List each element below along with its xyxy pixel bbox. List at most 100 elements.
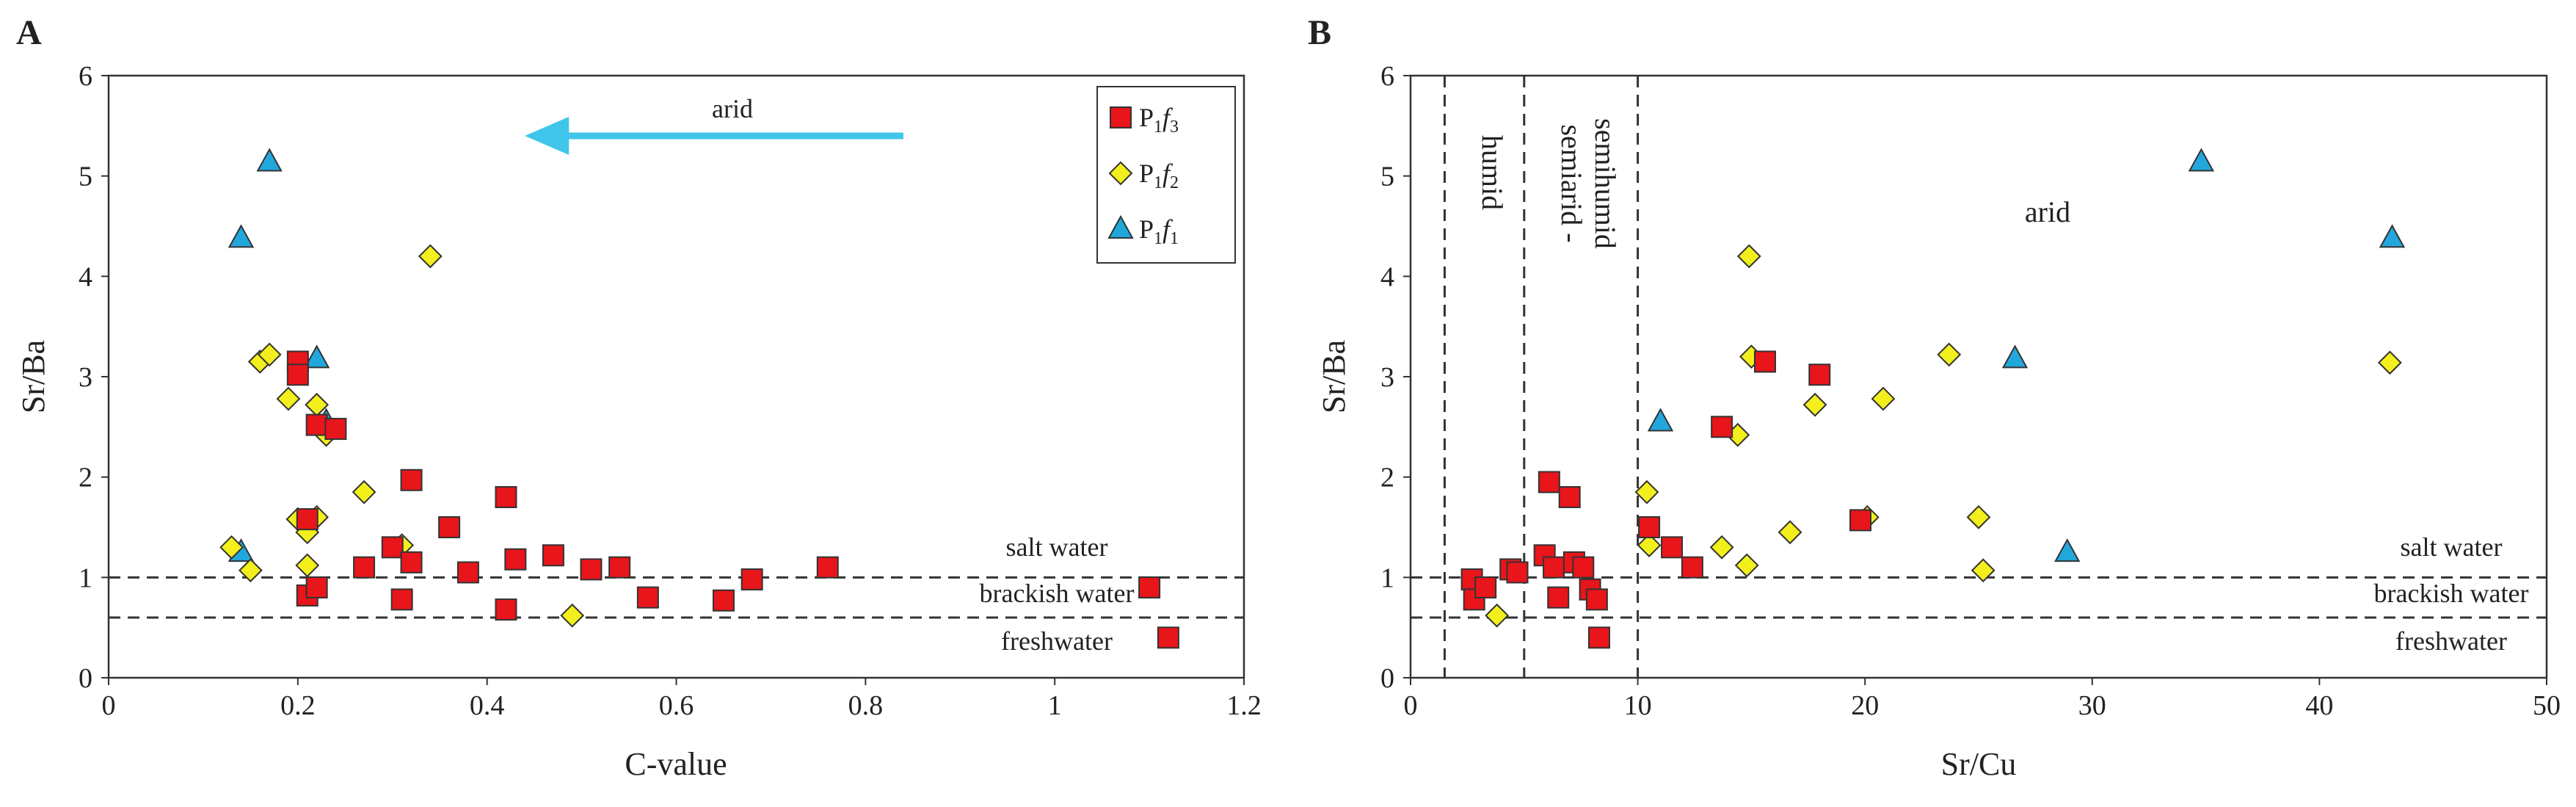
- point-p1f2: [1485, 603, 1510, 628]
- point-p1f1: [256, 148, 283, 172]
- y-tick-label: 3: [79, 362, 92, 393]
- x-tick-label: 30: [2078, 690, 2106, 721]
- panel-b-brackish-water-label: brackish water: [2374, 579, 2529, 608]
- y-tick-label: 0: [1380, 663, 1394, 694]
- point-p1f2: [1709, 535, 1734, 560]
- x-tick-label: 0: [1404, 690, 1418, 721]
- point-p1f3: [305, 576, 328, 598]
- point-p1f3: [1138, 576, 1161, 598]
- panel-b-threshold-lines: [1411, 576, 2547, 619]
- point-p1f3: [1547, 586, 1570, 609]
- y-tick-label: 1: [1380, 562, 1394, 593]
- point-p1f3: [504, 548, 527, 571]
- point-p1f3: [286, 363, 309, 386]
- point-p1f3: [1543, 556, 1565, 579]
- y-tick-label: 2: [79, 463, 92, 493]
- point-p1f3: [1506, 561, 1529, 584]
- panel-b-y-ticks: 0 1 2 3 4 5 6: [1380, 61, 1411, 694]
- point-p1f3: [1638, 516, 1661, 538]
- point-p1f3: [400, 468, 423, 491]
- point-p1f3: [400, 551, 423, 573]
- panel-a-y-ticks: 0 1 2 3 4 5 6: [79, 61, 109, 694]
- point-p1f1: [2054, 538, 2081, 562]
- point-p1f3: [1661, 536, 1684, 559]
- point-p1f2: [219, 535, 244, 560]
- point-p1f3: [1808, 363, 1831, 386]
- point-p1f1: [2001, 344, 2029, 369]
- panel-b-y-axis-title: Sr/Ba: [1316, 340, 1352, 413]
- point-p1f3: [1587, 626, 1610, 649]
- point-p1f3: [1849, 509, 1872, 532]
- point-p1f3: [324, 418, 347, 441]
- point-p1f3: [741, 568, 763, 591]
- point-p1f2: [1734, 553, 1759, 578]
- x-tick-label: 0.8: [848, 690, 884, 721]
- point-p1f3: [1585, 588, 1608, 611]
- point-p1f3: [495, 598, 517, 621]
- point-p1f3: [1538, 471, 1560, 493]
- point-p1f3: [542, 544, 564, 567]
- point-p1f2: [1871, 386, 1896, 411]
- x-tick-label: 10: [1624, 690, 1652, 721]
- point-p1f3: [305, 413, 328, 436]
- point-p1f3: [580, 558, 603, 581]
- point-p1f2: [560, 603, 585, 628]
- panel-a-threshold-lines: [109, 576, 1244, 619]
- point-p1f2: [1634, 480, 1659, 504]
- legend-p1f3-label: P1f3: [1139, 103, 1179, 137]
- arid-arrow-head: [525, 117, 570, 155]
- legend-p1f1-label: P1f1: [1139, 214, 1179, 248]
- panel-a-salt-water-label: salt water: [1006, 532, 1108, 562]
- x-tick-label: 20: [1851, 690, 1879, 721]
- panel-b-freshwater-label: freshwater: [2395, 626, 2507, 656]
- point-p1f1: [228, 224, 255, 248]
- panel-b-salt-water-label: salt water: [2401, 532, 2503, 562]
- point-p1f3: [1572, 556, 1595, 579]
- y-tick-label: 5: [79, 162, 92, 192]
- panel-a-x-ticks: 0 0.2 0.4 0.6 0.8 1 1.2: [102, 678, 1262, 721]
- point-p1f2: [1736, 244, 1761, 269]
- y-tick-label: 3: [1380, 362, 1394, 393]
- point-p1f3: [1711, 416, 1733, 438]
- panel-b: B humid semiarid - semihumid arid salt w…: [1308, 13, 2561, 782]
- point-p1f2: [1937, 342, 1962, 367]
- point-p1f2: [352, 480, 376, 504]
- point-p1f2: [276, 386, 301, 411]
- point-p1f3: [1558, 486, 1581, 508]
- point-p1f3: [608, 556, 631, 579]
- point-p1f2: [1966, 504, 1991, 529]
- point-p1f3: [438, 516, 461, 538]
- point-p1f2: [1971, 558, 1995, 583]
- point-p1f3: [636, 586, 659, 609]
- point-p1f3: [712, 589, 735, 612]
- point-p1f3: [296, 508, 319, 531]
- point-p1f3: [353, 556, 376, 579]
- legend-p1f1-marker: [1107, 214, 1134, 239]
- panel-a: A arid salt water brackish water freshwa…: [15, 13, 1262, 782]
- y-tick-label: 0: [79, 663, 92, 694]
- x-tick-label: 0.2: [280, 690, 316, 721]
- panel-a-data-points: [219, 148, 1179, 649]
- point-p1f3: [390, 588, 413, 611]
- legend-p1f2-marker: [1108, 161, 1133, 186]
- panel-b-humid-label: humid: [1476, 135, 1509, 210]
- panel-a-y-axis-title: Sr/Ba: [15, 340, 51, 413]
- point-p1f1: [2379, 224, 2406, 248]
- point-p1f2: [257, 342, 282, 367]
- panel-b-x-ticks: 0 10 20 30 40 50: [1404, 678, 2561, 721]
- panel-a-brackish-water-label: brackish water: [980, 579, 1135, 608]
- point-p1f2: [418, 244, 443, 269]
- panel-b-label: B: [1308, 13, 1331, 52]
- point-p1f3: [1753, 350, 1776, 373]
- x-tick-label: 0.6: [659, 690, 694, 721]
- point-p1f3: [495, 486, 517, 508]
- point-p1f2: [1778, 520, 1802, 545]
- point-p1f3: [816, 556, 839, 579]
- y-tick-label: 4: [1380, 261, 1394, 292]
- panel-b-data-points: [1460, 148, 2406, 649]
- x-tick-label: 40: [2305, 690, 2333, 721]
- y-tick-label: 6: [79, 61, 92, 92]
- panel-b-x-axis-title: Sr/Cu: [1941, 746, 2017, 782]
